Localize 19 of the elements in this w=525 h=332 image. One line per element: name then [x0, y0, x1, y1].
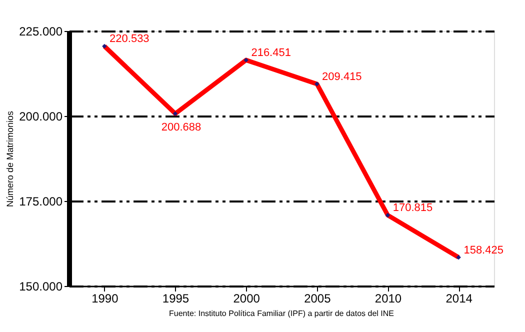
x-tick-label: 2005 [304, 292, 332, 306]
y-tick-label: 175.000 [19, 194, 63, 208]
data-label: 216.451 [251, 47, 291, 60]
x-tick-label: 1995 [162, 292, 190, 306]
y-tick-label: 150.000 [19, 280, 63, 294]
y-tick-label: 225.000 [19, 24, 63, 38]
y-tick-label: 200.000 [19, 110, 63, 124]
data-label: 220.533 [110, 33, 150, 46]
data-label: 170.815 [392, 202, 433, 214]
data-label: 158.425 [464, 244, 504, 256]
x-tick-label: 2010 [374, 292, 402, 306]
x-tick-label: 2014 [446, 292, 473, 306]
y-axis-title: Número de Matrimonios [5, 110, 16, 208]
data-label: 209.415 [322, 70, 362, 83]
x-tick-label: 2000 [233, 292, 260, 306]
data-label: 200.688 [161, 122, 202, 134]
line-series [102, 44, 461, 260]
source-note: Fuente: Instituto Política Familiar (IPF) a partir de datos del INE [169, 309, 394, 318]
x-tick-label: 1990 [92, 292, 119, 306]
